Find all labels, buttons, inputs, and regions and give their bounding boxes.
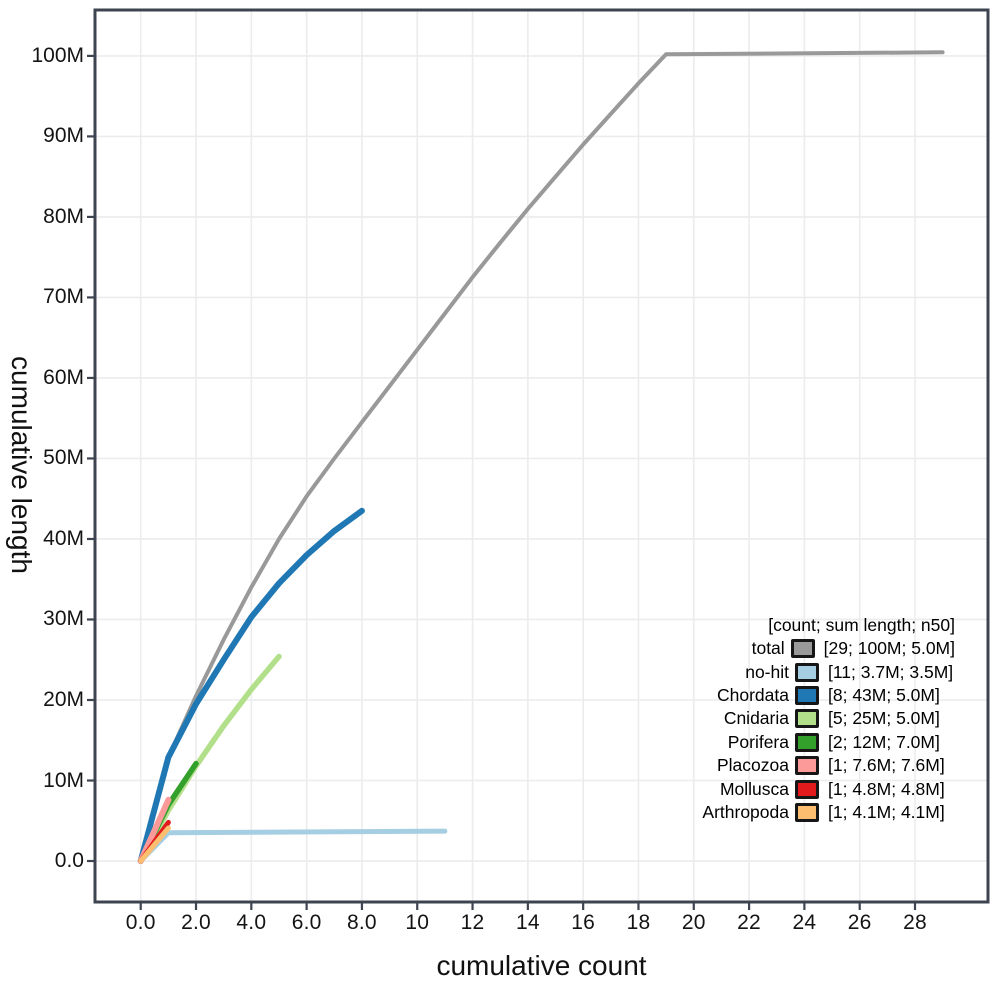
y-axis-label: cumulative length bbox=[6, 356, 37, 574]
legend-swatch-Placozoa bbox=[795, 756, 819, 776]
y-tick-label: 50M bbox=[43, 446, 84, 470]
legend-label: no-hit bbox=[745, 661, 789, 682]
series-line-Chordata bbox=[137, 507, 365, 864]
legend-label: Porifera bbox=[727, 731, 789, 752]
series-line-total bbox=[138, 50, 945, 863]
legend-row-Arthropoda: Arthropoda [1; 4.1M; 4.1M] bbox=[677, 801, 955, 824]
legend-swatch-Mollusca bbox=[795, 779, 819, 799]
x-tick-label: 22 bbox=[737, 911, 761, 934]
series-line-Arthropoda bbox=[138, 825, 171, 864]
legend-label: total bbox=[751, 638, 785, 659]
legend-swatch-no-hit bbox=[795, 662, 819, 682]
x-axis-label: cumulative count bbox=[436, 950, 647, 981]
legend-rows: total [29; 100M; 5.0M] no-hit [11; 3.7M; 3.… bbox=[677, 637, 955, 824]
legend-label: Cnidaria bbox=[723, 708, 789, 729]
y-tick-label: 0.0 bbox=[54, 849, 84, 873]
x-tick-label: 24 bbox=[792, 911, 817, 934]
series-line-no-hit bbox=[138, 828, 448, 864]
legend-swatch-Cnidaria bbox=[795, 709, 819, 729]
legend-value: [2; 12M; 7.0M] bbox=[828, 731, 940, 752]
legend-label: Mollusca bbox=[719, 778, 789, 799]
y-tick-label: 20M bbox=[43, 687, 84, 711]
y-tick-label: 10M bbox=[43, 768, 84, 792]
legend-row-Cnidaria: Cnidaria [5; 25M; 5.0M] bbox=[677, 707, 955, 730]
x-tick-label: 10 bbox=[405, 911, 430, 934]
legend-swatch-Chordata bbox=[795, 685, 819, 705]
x-tick-label: 12 bbox=[460, 911, 485, 934]
legend-value: [11; 3.7M; 3.5M] bbox=[828, 661, 954, 682]
legend-value: [29; 100M; 5.0M] bbox=[823, 638, 955, 659]
legend-value: [1; 7.6M; 7.6M] bbox=[828, 755, 945, 776]
legend-swatch-total bbox=[790, 639, 815, 659]
legend-label: Arthropoda bbox=[702, 801, 789, 822]
x-tick-label: 16 bbox=[571, 911, 596, 934]
legend-row-Chordata: Chordata [8; 43M; 5.0M] bbox=[677, 684, 955, 707]
x-tick-label: 0.0 bbox=[125, 911, 156, 934]
y-tick-label: 90M bbox=[43, 124, 84, 148]
legend-row-Porifera: Porifera [2; 12M; 7.0M] bbox=[677, 731, 955, 754]
y-tick-label: 30M bbox=[43, 607, 84, 631]
legend: [count; sum length; n50] total [29; 100M;… bbox=[677, 614, 955, 824]
legend-value: [1; 4.8M; 4.8M] bbox=[828, 778, 945, 799]
legend-row-Placozoa: Placozoa [1; 7.6M; 7.6M] bbox=[677, 754, 955, 777]
legend-row-total: total [29; 100M; 5.0M] bbox=[677, 637, 955, 660]
x-tick-label: 20 bbox=[681, 911, 706, 934]
legend-title: [count; sum length; n50] bbox=[768, 615, 955, 635]
legend-value: [1; 4.1M; 4.1M] bbox=[828, 801, 945, 822]
legend-value: [8; 43M; 5.0M] bbox=[828, 684, 940, 705]
legend-label: Chordata bbox=[717, 684, 789, 705]
legend-row-Mollusca: Mollusca [1; 4.8M; 4.8M] bbox=[677, 777, 955, 800]
x-tick-label: 14 bbox=[515, 911, 540, 934]
x-tick-label: 4.0 bbox=[236, 911, 267, 934]
plot-border bbox=[93, 8, 990, 904]
x-tick-label: 8.0 bbox=[347, 911, 377, 934]
legend-swatch-Arthropoda bbox=[795, 802, 819, 822]
y-tick-label: 80M bbox=[43, 204, 84, 228]
y-tick-label: 40M bbox=[43, 526, 84, 550]
y-tick-label: 60M bbox=[43, 365, 84, 389]
legend-swatch-Porifera bbox=[795, 732, 819, 752]
legend-value: [5; 25M; 5.0M] bbox=[828, 708, 940, 729]
y-tick-label: 100M bbox=[31, 43, 84, 67]
y-tick-label: 70M bbox=[43, 285, 84, 309]
legend-row-no-hit: no-hit [11; 3.7M; 3.5M] bbox=[677, 660, 955, 683]
x-tick-label: 6.0 bbox=[291, 911, 322, 934]
x-tick-label: 2.0 bbox=[181, 911, 211, 934]
legend-label: Placozoa bbox=[717, 755, 789, 776]
x-tick-label: 26 bbox=[847, 911, 872, 934]
x-tick-label: 18 bbox=[626, 911, 651, 934]
x-tick-label: 28 bbox=[903, 911, 927, 934]
